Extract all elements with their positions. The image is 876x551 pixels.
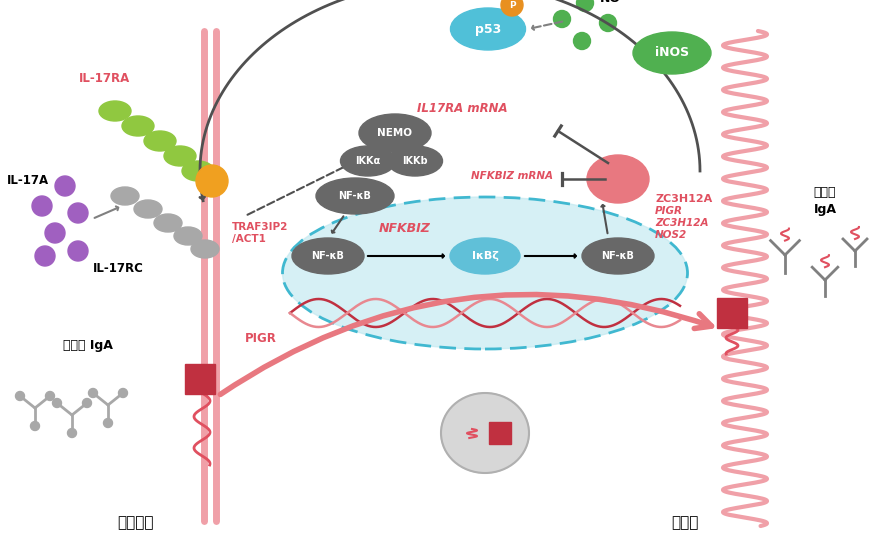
Ellipse shape <box>191 240 219 258</box>
Ellipse shape <box>67 429 76 437</box>
Ellipse shape <box>103 419 112 428</box>
Ellipse shape <box>441 393 529 473</box>
Ellipse shape <box>154 214 182 232</box>
Text: NFKBIZ mRNA: NFKBIZ mRNA <box>471 171 553 181</box>
Text: IKKb: IKKb <box>402 156 427 166</box>
Text: iNOS: iNOS <box>655 46 689 60</box>
Ellipse shape <box>574 33 590 50</box>
Ellipse shape <box>31 422 39 430</box>
Ellipse shape <box>99 101 131 121</box>
Ellipse shape <box>134 200 162 218</box>
Text: IκBζ: IκBζ <box>471 251 498 261</box>
Text: NF-κB: NF-κB <box>602 251 634 261</box>
Text: p53: p53 <box>475 23 501 35</box>
Ellipse shape <box>554 10 570 28</box>
Ellipse shape <box>282 197 688 349</box>
Text: IL-17RC: IL-17RC <box>93 262 144 276</box>
Ellipse shape <box>16 392 25 401</box>
FancyBboxPatch shape <box>489 422 511 444</box>
Ellipse shape <box>450 238 520 274</box>
Text: PIGR: PIGR <box>245 332 277 345</box>
Ellipse shape <box>68 241 88 261</box>
Text: TRAF3IP2
/ACT1: TRAF3IP2 /ACT1 <box>232 222 288 244</box>
Ellipse shape <box>341 146 395 176</box>
Text: ZC3H12A: ZC3H12A <box>655 194 712 204</box>
Ellipse shape <box>316 178 394 214</box>
Text: IKKα: IKKα <box>356 156 381 166</box>
Text: IL-17RA: IL-17RA <box>80 73 131 85</box>
Ellipse shape <box>292 238 364 274</box>
Text: P: P <box>509 1 515 9</box>
Ellipse shape <box>68 203 88 223</box>
Ellipse shape <box>46 392 54 401</box>
Ellipse shape <box>32 196 52 216</box>
Ellipse shape <box>599 14 617 31</box>
Text: NFKBIZ: NFKBIZ <box>379 223 431 235</box>
Ellipse shape <box>35 246 55 266</box>
Ellipse shape <box>587 155 649 203</box>
Ellipse shape <box>45 223 65 243</box>
Ellipse shape <box>111 187 139 205</box>
Text: NO: NO <box>599 0 620 6</box>
Ellipse shape <box>182 161 214 181</box>
Ellipse shape <box>582 238 654 274</box>
Ellipse shape <box>174 227 202 245</box>
Text: IL17RA mRNA: IL17RA mRNA <box>417 102 507 116</box>
Ellipse shape <box>144 131 176 151</box>
Text: IL-17A: IL-17A <box>7 175 49 187</box>
Ellipse shape <box>633 32 711 74</box>
Text: NF-κB: NF-κB <box>312 251 344 261</box>
Ellipse shape <box>196 165 228 197</box>
Text: NF-κB: NF-κB <box>338 191 371 201</box>
FancyArrowPatch shape <box>220 294 711 395</box>
Ellipse shape <box>450 8 526 50</box>
Text: 二聚体 IgA: 二聚体 IgA <box>63 339 113 353</box>
FancyBboxPatch shape <box>185 364 215 394</box>
FancyBboxPatch shape <box>717 298 747 328</box>
Ellipse shape <box>164 146 196 166</box>
Ellipse shape <box>88 388 97 397</box>
Ellipse shape <box>359 114 431 152</box>
Text: 基底膜侧: 基底膜侧 <box>117 516 153 531</box>
Text: 管腔侧: 管腔侧 <box>671 516 699 531</box>
Text: NEMO: NEMO <box>378 128 413 138</box>
Ellipse shape <box>501 0 523 16</box>
Ellipse shape <box>118 388 128 397</box>
Text: 分泌型
IgA: 分泌型 IgA <box>814 186 837 215</box>
Ellipse shape <box>122 116 154 136</box>
Ellipse shape <box>55 176 75 196</box>
Ellipse shape <box>576 0 594 12</box>
Ellipse shape <box>82 398 91 408</box>
Ellipse shape <box>387 146 442 176</box>
Text: PIGR
ZC3H12A
NOS2: PIGR ZC3H12A NOS2 <box>655 206 709 240</box>
Ellipse shape <box>53 398 61 408</box>
